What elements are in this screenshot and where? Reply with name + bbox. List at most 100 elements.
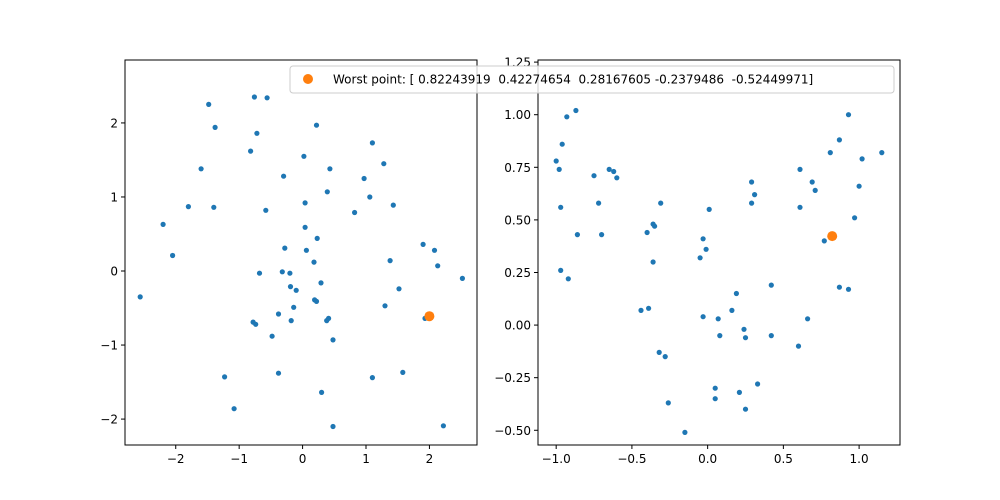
data-point [646, 305, 652, 311]
data-point [606, 166, 612, 172]
x-tick-label: 1.0 [850, 452, 869, 466]
data-point [656, 349, 662, 355]
data-point [856, 183, 862, 189]
data-point [697, 255, 703, 261]
data-point [254, 130, 260, 136]
data-point [845, 112, 852, 118]
data-point [809, 179, 815, 185]
x-tick-label: 0.0 [698, 452, 717, 466]
data-point [291, 304, 297, 310]
data-point [836, 284, 843, 290]
x-tick-label: 2 [426, 452, 434, 466]
data-point [768, 333, 774, 339]
data-point [559, 141, 565, 147]
data-point [326, 315, 332, 321]
data-point [556, 166, 562, 172]
y-tick-label: 1 [110, 190, 118, 204]
y-tick-label: 1.00 [504, 108, 531, 122]
data-point [733, 290, 740, 297]
data-point [253, 321, 259, 327]
data-point [396, 286, 402, 292]
data-point [293, 287, 299, 293]
data-point [275, 311, 282, 317]
data-point [682, 429, 688, 435]
data-point [879, 150, 885, 156]
data-point [435, 263, 441, 269]
data-point [170, 252, 176, 259]
data-point [611, 168, 617, 175]
data-point [703, 246, 709, 252]
y-tick-label: −0.50 [494, 424, 531, 438]
data-point [361, 175, 367, 182]
data-point [311, 259, 317, 265]
data-point [313, 298, 320, 304]
data-point [652, 223, 658, 229]
data-point [742, 406, 749, 412]
data-point [400, 369, 406, 375]
y-tick-label: −1 [100, 339, 118, 353]
x-tick-label: 1 [362, 452, 370, 466]
data-point [749, 179, 755, 185]
data-point [752, 192, 758, 198]
data-point [263, 207, 269, 213]
data-point [160, 221, 166, 227]
data-point [836, 137, 843, 143]
x-tick-label: −1 [230, 452, 248, 466]
data-point [573, 107, 579, 114]
data-point [431, 247, 438, 253]
data-point [662, 354, 668, 360]
data-point [352, 209, 358, 216]
data-point [275, 370, 282, 376]
data-point [859, 156, 865, 162]
data-point [287, 284, 294, 290]
data-point [269, 333, 275, 339]
data-point [212, 124, 218, 130]
data-point [768, 282, 774, 288]
data-point [665, 400, 671, 406]
data-point [553, 158, 559, 164]
data-point [845, 286, 852, 292]
data-point [805, 316, 811, 322]
data-point [318, 280, 324, 286]
data-point [303, 247, 309, 253]
data-point [712, 396, 718, 402]
data-point [729, 307, 735, 313]
data-point [314, 235, 320, 241]
data-point [387, 258, 393, 264]
data-point [198, 166, 204, 172]
data-point [795, 343, 802, 349]
x-tick-label: −0.5 [617, 452, 646, 466]
data-point [599, 232, 605, 238]
data-point [596, 200, 602, 206]
data-point [741, 326, 747, 332]
data-point [264, 95, 270, 101]
data-point [749, 200, 755, 206]
data-point [137, 294, 143, 300]
left-scatter-plot: −2 −1 0 1 2 −2 −1 0 1 2 [100, 59, 478, 466]
data-point [565, 276, 571, 282]
x-tick-label: 0 [299, 452, 307, 466]
data-point [821, 238, 827, 244]
data-point [558, 204, 564, 210]
worst-point-marker [827, 231, 838, 242]
axes-frame [124, 59, 478, 446]
data-point [614, 175, 620, 181]
y-tick-label: 0.50 [504, 213, 531, 227]
data-point [369, 375, 375, 381]
data-point [185, 204, 191, 210]
data-point [736, 389, 743, 395]
data-point [700, 236, 706, 242]
data-point [281, 173, 287, 179]
legend: Worst point: [ 0.82243919 0.42274654 0.2… [289, 65, 895, 94]
legend-marker [303, 74, 313, 84]
data-point [288, 318, 294, 324]
data-point [715, 316, 721, 322]
data-point [319, 389, 325, 395]
x-tick-label: 0.5 [774, 452, 793, 466]
data-point [279, 269, 285, 275]
axes-frame [537, 59, 901, 446]
data-point [700, 314, 706, 320]
data-point [282, 245, 288, 251]
worst-point-marker [424, 311, 435, 322]
